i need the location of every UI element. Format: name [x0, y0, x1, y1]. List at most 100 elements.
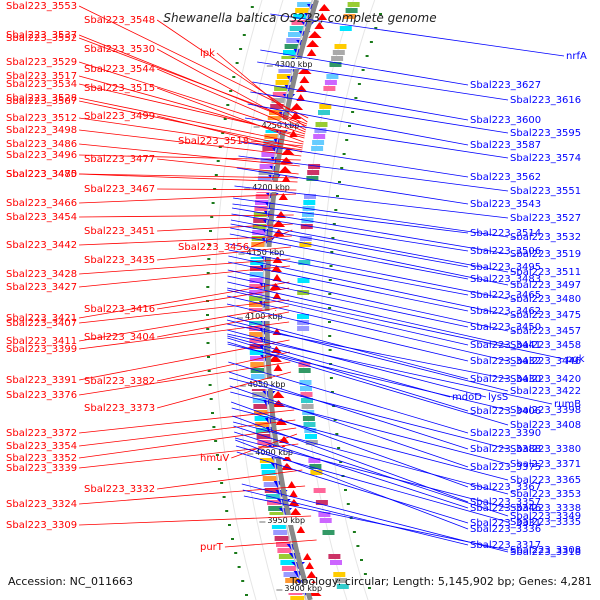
right-gene-label: Sbal223_3574 [510, 153, 581, 164]
left-gene-label: Sbal223_3467 [84, 184, 155, 195]
cog-block [291, 20, 306, 25]
cog-block [273, 530, 288, 535]
right-leader [227, 343, 509, 411]
right-gene-label: Sbal223_3420 [510, 374, 581, 385]
map-title: Shewanella baltica OS223, complete genom… [163, 11, 436, 25]
left-leader [79, 129, 302, 157]
cog-block [286, 38, 301, 43]
scale-dot [328, 293, 332, 295]
scale-dot [328, 307, 332, 309]
right-gene-label: Sbal223_3511 [510, 267, 581, 278]
cog-block [313, 488, 326, 493]
right-leader [227, 333, 553, 405]
cog-block [249, 350, 264, 355]
cog-block [277, 548, 292, 553]
cog-block [301, 404, 314, 409]
left-leader [157, 158, 299, 175]
cog-block [336, 584, 349, 589]
left-gene-label: Sbal223_3530 [84, 44, 155, 55]
right-gene-label: Sbal223_3388 [470, 444, 541, 455]
right-leader [250, 91, 509, 134]
right-gene-label: Sbal223_3349 [510, 511, 581, 522]
right-leader [270, 13, 565, 57]
cog-block [318, 110, 330, 115]
cog-block [334, 44, 347, 49]
cog-block [304, 194, 316, 199]
left-gene-label: Sbal223_3486 [6, 139, 77, 150]
cog-block [259, 458, 274, 463]
cog-block [306, 176, 319, 181]
scale-dot [329, 377, 333, 379]
cog-block [249, 284, 264, 289]
left-leader [79, 361, 291, 396]
scale-dot [223, 118, 227, 120]
forward-gene [281, 175, 291, 182]
forward-gene [278, 193, 288, 200]
forward-gene [306, 49, 317, 56]
left-gene-label: Sbal223_3428 [6, 269, 77, 280]
left-gene-label: Sbal223_3404 [84, 332, 155, 343]
cog-block [256, 434, 271, 439]
forward-gene [297, 67, 312, 74]
right-leader [227, 341, 509, 426]
right-leader [231, 207, 509, 255]
right-leader [227, 275, 469, 328]
cog-block [254, 416, 269, 421]
left-leader [79, 409, 295, 434]
left-gene-label: Sbal223_3339 [6, 463, 77, 474]
cog-block [311, 146, 324, 151]
cog-block [298, 368, 311, 373]
scale-dot [216, 160, 220, 162]
cog-block [339, 26, 352, 31]
scale-dot [356, 545, 360, 547]
right-gene-label: Sbal223_3406 [470, 406, 541, 417]
scale-dot [213, 188, 217, 190]
left-gene-label: Sbal223_3496 [6, 150, 77, 161]
cog-block [257, 176, 272, 181]
cog-block [298, 260, 311, 265]
cog-block [302, 416, 315, 421]
cog-block [271, 98, 286, 103]
left-gene-label: Sbal223_3354 [6, 441, 77, 452]
right-leader [227, 337, 469, 412]
cog-block [260, 158, 275, 163]
left-gene-label: Sbal223_3528 [6, 93, 77, 104]
right-leader [231, 407, 509, 481]
right-gene-label: Sbal223_3450 [470, 322, 541, 333]
right-gene-label: Sbal223_3532 [510, 232, 581, 243]
forward-gene [278, 166, 292, 173]
left-leader [224, 539, 317, 548]
accession-text: Accession: NC_011663 [8, 575, 133, 588]
right-leader [236, 167, 469, 205]
right-leader [227, 287, 565, 360]
right-gene-label: Sbal223_3318 [510, 547, 581, 558]
right-gene-label: Sbal223_3495 [470, 262, 541, 273]
left-gene-label: Sbal223_3454 [6, 212, 77, 223]
scale-dot [368, 587, 371, 589]
cog-block [276, 542, 290, 547]
cog-block [328, 554, 341, 559]
right-gene-label: lysS [488, 392, 508, 403]
right-leader [240, 141, 469, 178]
forward-gene [272, 274, 282, 281]
scale-dot [336, 195, 339, 197]
left-leader [79, 117, 303, 151]
scale-dot [239, 48, 243, 50]
cog-block [272, 92, 287, 97]
left-leader [157, 311, 290, 338]
right-gene-label: Sbal223_3375 [470, 462, 541, 473]
cog-block [249, 302, 263, 307]
forward-gene [278, 436, 290, 443]
scale-dot [215, 454, 219, 456]
right-gene-label: Sbal223_3338 [510, 503, 581, 514]
right-gene-label: Sbal223_3331 [470, 518, 541, 529]
cog-block [299, 380, 312, 385]
right-leader [230, 391, 509, 465]
scale-dot [206, 342, 210, 344]
cog-block [268, 506, 283, 511]
scale-dot [335, 433, 339, 435]
cog-block [253, 212, 268, 217]
left-leader [79, 299, 290, 324]
scale-dot [352, 531, 356, 533]
left-gene-label: Sbal223_3485 [6, 169, 77, 180]
